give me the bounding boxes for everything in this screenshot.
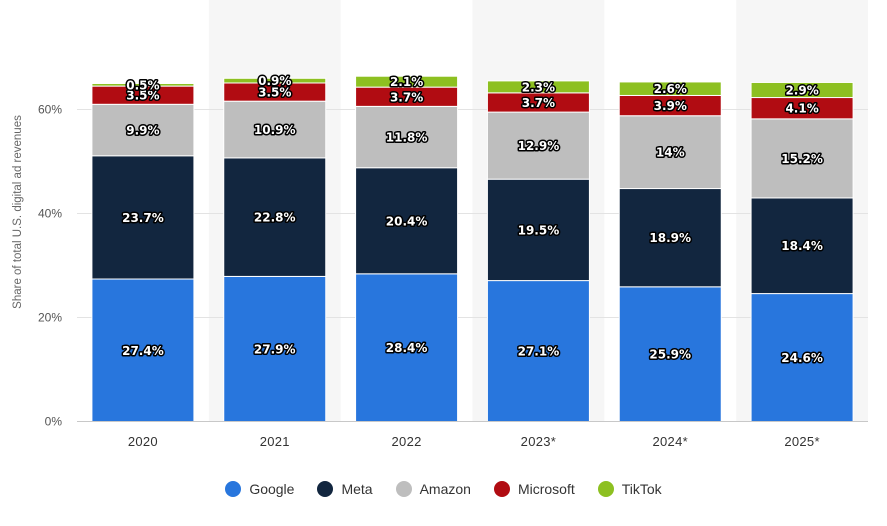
bar-amazon: [618, 115, 722, 190]
x-tick-label: 2023*: [521, 434, 556, 449]
bar-google: [91, 278, 195, 422]
data-labels: 27.4%23.7%9.9%3.5%0.5%27.9%22.8%10.9%3.5…: [121, 73, 825, 367]
data-label-microsoft: 3.5%: [126, 89, 159, 103]
y-tick-label: 40%: [38, 207, 62, 221]
data-label-amazon: 9.9%: [126, 124, 159, 138]
data-label-microsoft: 4.1%: [785, 102, 818, 116]
x-tick-label: 2021: [260, 434, 290, 449]
data-label-google: 24.6%: [781, 351, 823, 365]
bar-meta: [486, 178, 590, 282]
bar-meta: [750, 197, 854, 295]
y-tick-label: 60%: [38, 103, 62, 117]
data-label-amazon: 12.9%: [518, 139, 560, 153]
gridlines: [77, 109, 868, 318]
x-tick-label: 2025*: [784, 434, 819, 449]
y-tick-label: 20%: [38, 311, 62, 325]
bars: [91, 75, 854, 423]
data-label-tiktok: 0.9%: [258, 74, 291, 88]
data-label-google: 27.1%: [518, 345, 560, 359]
legend-swatch: [493, 481, 510, 497]
legend-label: Amazon: [419, 481, 471, 497]
chart: 0% 20% 40% 60% Share of total U.S. digital …: [12, 72, 868, 449]
data-label-tiktok: 2.6%: [654, 82, 687, 96]
legend-item-meta[interactable]: Meta: [317, 481, 373, 497]
data-label-amazon: 10.9%: [254, 123, 296, 137]
data-label-meta: 18.9%: [649, 231, 691, 245]
legend-label: Meta: [341, 481, 373, 497]
data-label-tiktok: 0.5%: [126, 78, 159, 92]
data-label-google: 28.4%: [386, 341, 428, 355]
bar-tiktok: [618, 81, 722, 96]
bar-google: [223, 275, 327, 423]
legend-item-google[interactable]: Google: [225, 481, 294, 497]
bar-tiktok: [750, 81, 854, 99]
y-tick-label: 0%: [45, 415, 63, 429]
bar-google: [618, 286, 722, 422]
bar-amazon: [355, 105, 459, 169]
data-label-google: 27.9%: [254, 342, 296, 356]
bar-google: [355, 273, 459, 422]
legend-label: Microsoft: [517, 481, 575, 497]
legend-swatch: [597, 481, 614, 497]
legend-label: Google: [249, 481, 295, 497]
legend: Google Meta Amazon Microsoft TikTok: [0, 481, 887, 497]
legend-swatch: [225, 481, 242, 497]
y-axis-ticks: 0% 20% 40% 60%: [38, 103, 62, 429]
y-axis-title: Share of total U.S. digital ad revenues: [12, 115, 24, 309]
data-label-microsoft: 3.9%: [654, 99, 687, 113]
data-label-meta: 18.4%: [781, 239, 823, 253]
data-label-microsoft: 3.5%: [258, 86, 291, 100]
data-label-google: 25.9%: [649, 348, 691, 362]
data-label-meta: 22.8%: [254, 211, 296, 225]
data-label-amazon: 15.2%: [781, 152, 823, 166]
bar-meta: [91, 155, 195, 280]
legend-item-tiktok[interactable]: TikTok: [597, 481, 662, 497]
bar-tiktok: [486, 80, 590, 94]
x-tick-label: 2020: [128, 434, 158, 449]
legend-swatch: [317, 481, 334, 497]
data-label-tiktok: 2.9%: [785, 84, 818, 98]
bar-tiktok: [355, 75, 459, 88]
bar-google: [486, 280, 590, 422]
data-label-tiktok: 2.3%: [522, 80, 555, 94]
data-label-meta: 20.4%: [386, 214, 428, 228]
data-label-microsoft: 3.7%: [522, 96, 555, 110]
data-label-microsoft: 3.7%: [390, 90, 423, 104]
x-tick-label: 2022: [392, 434, 422, 449]
data-label-tiktok: 2.1%: [390, 75, 423, 89]
data-label-amazon: 14%: [656, 146, 685, 160]
data-label-meta: 23.7%: [122, 211, 164, 225]
legend-swatch: [395, 481, 412, 497]
x-tick-label: 2024*: [653, 434, 688, 449]
x-axis-ticks: 2020 2021 2022 2023* 2024* 2025*: [128, 434, 820, 449]
data-label-meta: 19.5%: [518, 223, 560, 237]
data-label-amazon: 11.8%: [386, 131, 428, 145]
legend-item-amazon[interactable]: Amazon: [395, 481, 471, 497]
bar-amazon: [223, 100, 327, 159]
bar-amazon: [486, 111, 590, 180]
bar-google: [750, 293, 854, 422]
legend-label: TikTok: [621, 481, 662, 497]
bar-meta: [355, 167, 459, 275]
data-label-google: 27.4%: [122, 344, 164, 358]
legend-item-microsoft[interactable]: Microsoft: [493, 481, 575, 497]
bar-meta: [618, 188, 722, 288]
bar-tiktok: [91, 83, 195, 87]
bar-tiktok: [223, 77, 327, 84]
bar-amazon: [750, 118, 854, 199]
